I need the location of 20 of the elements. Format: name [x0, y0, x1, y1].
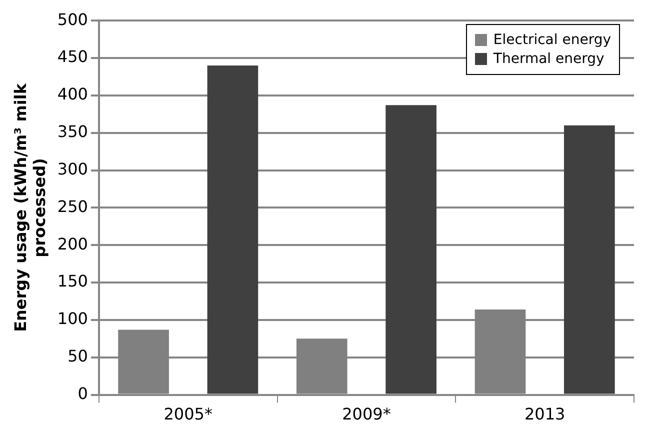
- bar: [564, 125, 615, 394]
- y-tick-label: 150: [57, 272, 88, 291]
- y-tick-label: 0: [78, 384, 88, 403]
- bar: [386, 105, 436, 394]
- y-tick-label: 350: [57, 122, 88, 142]
- bar: [207, 66, 258, 394]
- x-tick-label: 2009*: [342, 404, 391, 424]
- y-tick-label: 200: [57, 234, 88, 254]
- x-tick-label: 2013: [524, 404, 566, 424]
- y-tick-label: 450: [57, 47, 88, 66]
- y-axis-title: Energy usage (kWh/m³ milk processed): [10, 83, 49, 332]
- y-tick-label: 100: [57, 309, 88, 328]
- y-tick-label: 50: [68, 346, 88, 366]
- y-tick-label: 400: [57, 84, 88, 104]
- y-tick-label: 250: [57, 196, 88, 216]
- legend-label: Electrical energy: [493, 32, 611, 48]
- x-tick-label: 2005*: [164, 404, 212, 424]
- legend-label: Thermal energy: [493, 50, 604, 67]
- y-tick-label: 300: [57, 159, 88, 178]
- y-tick-label: 500: [57, 10, 88, 29]
